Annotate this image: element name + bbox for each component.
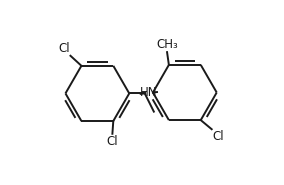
Text: Cl: Cl	[213, 130, 224, 143]
Text: Cl: Cl	[106, 135, 118, 148]
Text: Cl: Cl	[58, 42, 70, 55]
Text: HN: HN	[140, 85, 158, 99]
Text: CH₃: CH₃	[156, 38, 178, 51]
